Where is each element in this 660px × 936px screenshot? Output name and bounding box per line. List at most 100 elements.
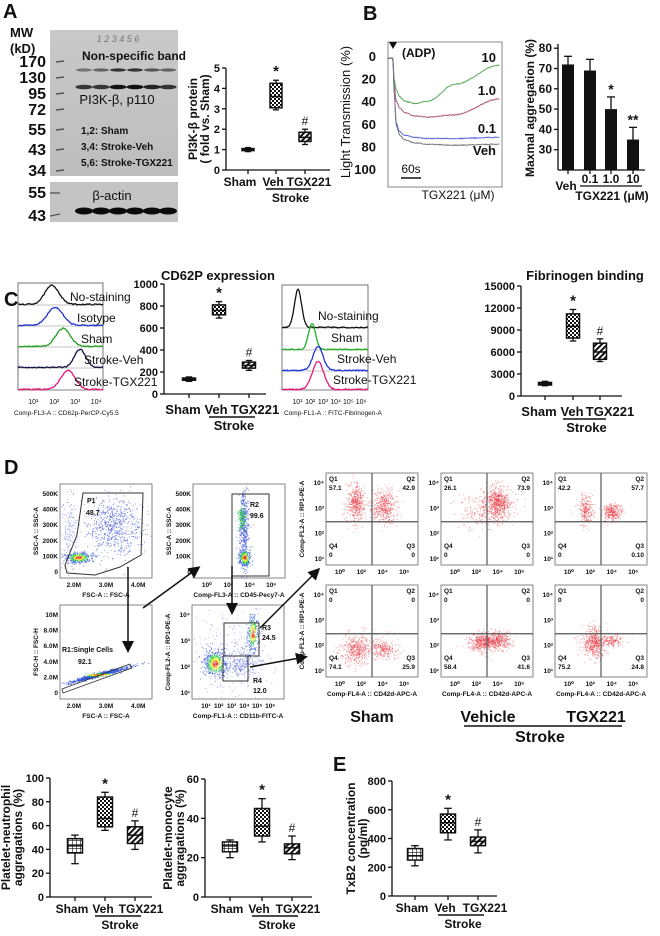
event-dot — [246, 660, 247, 662]
event-dot — [237, 614, 239, 616]
event-dot — [248, 654, 250, 656]
event-dot — [242, 553, 244, 555]
event-dot — [107, 495, 109, 497]
x-tick-label: 10² — [224, 582, 234, 589]
event-dot — [244, 498, 246, 500]
event-dot — [86, 533, 88, 535]
event-dot — [245, 561, 247, 562]
event-dot — [253, 631, 255, 633]
event-dot — [250, 613, 252, 615]
box — [283, 843, 301, 855]
event-dot — [247, 653, 248, 655]
event-dot — [244, 657, 246, 658]
event-dot — [129, 502, 131, 504]
event-dot — [254, 635, 256, 637]
event-dot — [105, 671, 107, 673]
event-dot — [114, 545, 116, 547]
event-dot — [212, 664, 214, 666]
event-dot — [102, 542, 104, 544]
event-dot — [72, 569, 73, 570]
event-dot — [239, 660, 241, 662]
y-tick-label: 15000 — [484, 281, 515, 293]
event-dot — [241, 553, 243, 554]
event-dot — [125, 534, 127, 535]
event-dot — [73, 682, 75, 684]
event-dot — [244, 520, 245, 522]
event-dot — [70, 513, 72, 515]
event-dot — [68, 536, 70, 538]
event-dot — [122, 667, 124, 669]
event-dot — [242, 533, 244, 535]
event-dot — [238, 562, 240, 564]
event-dot — [257, 613, 259, 615]
event-dot — [211, 626, 213, 628]
event-dot — [110, 671, 111, 673]
event-dot — [72, 517, 74, 519]
event-dot — [226, 660, 228, 661]
event-dot — [109, 539, 111, 541]
event-dot — [80, 556, 81, 558]
event-dot — [102, 671, 104, 672]
event-dot — [212, 656, 214, 658]
event-dot — [71, 520, 73, 522]
event-dot — [244, 553, 246, 555]
event-dot — [250, 526, 252, 528]
event-dot — [218, 659, 219, 661]
event-dot — [129, 542, 131, 543]
event-dot — [244, 560, 246, 561]
event-dot — [236, 618, 238, 620]
event-dot — [240, 511, 242, 513]
event-dot — [358, 519, 360, 521]
event-dot — [67, 543, 69, 545]
event-dot — [83, 678, 85, 680]
event-dot — [75, 562, 77, 564]
event-dot — [238, 511, 240, 513]
event-dot — [254, 648, 256, 650]
event-dot — [85, 560, 87, 562]
event-dot — [244, 511, 246, 513]
event-dot — [218, 659, 220, 660]
event-dot — [249, 557, 251, 558]
event-dot — [125, 527, 127, 529]
event-dot — [106, 676, 108, 678]
y-tick-label: 10² — [315, 531, 325, 538]
event-dot — [80, 559, 82, 561]
event-dot — [64, 538, 66, 540]
event-dot — [246, 487, 248, 489]
event-dot — [245, 559, 247, 560]
event-dot — [345, 502, 347, 504]
actin-label: β-actin — [92, 188, 131, 203]
event-dot — [219, 686, 221, 688]
event-dot — [75, 558, 77, 560]
event-dot — [252, 524, 254, 526]
event-dot — [237, 540, 239, 542]
event-dot — [96, 520, 97, 522]
event-dot — [245, 535, 247, 537]
event-dot — [104, 514, 106, 515]
event-dot — [202, 646, 203, 648]
event-dot — [121, 522, 123, 524]
event-dot — [243, 523, 245, 525]
event-dot — [209, 659, 211, 661]
event-dot — [210, 665, 212, 666]
event-dot — [69, 523, 71, 524]
event-dot — [81, 561, 83, 563]
event-dot — [247, 571, 249, 573]
gate-name: R3 — [262, 625, 271, 632]
event-dot — [240, 528, 242, 529]
event-dot — [243, 516, 245, 518]
event-dot — [137, 663, 139, 665]
event-dot — [252, 640, 254, 642]
event-dot — [66, 559, 67, 561]
event-dot — [240, 510, 242, 512]
y-tick-label: 3000 — [491, 369, 515, 381]
event-dot — [251, 644, 253, 645]
event-dot — [243, 550, 245, 552]
event-dot — [349, 503, 351, 505]
event-dot — [240, 511, 242, 513]
event-dot — [118, 543, 120, 545]
event-dot — [246, 555, 248, 556]
event-dot — [239, 512, 241, 514]
event-dot — [78, 677, 80, 679]
